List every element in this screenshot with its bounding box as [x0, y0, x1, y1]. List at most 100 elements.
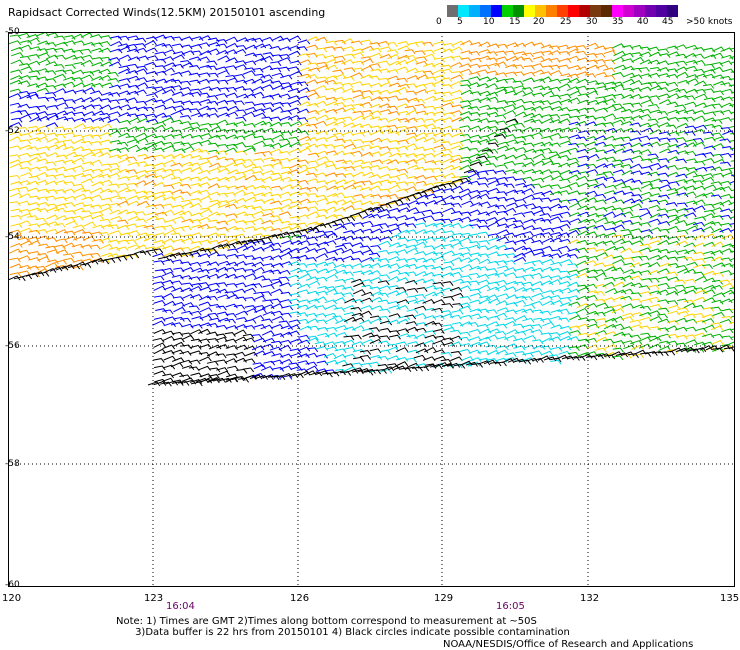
- wind-barb: [540, 275, 553, 281]
- wind-barb: [361, 207, 375, 213]
- wind-barb: [208, 79, 220, 84]
- wind-barb: [531, 324, 543, 329]
- wind-barb: [233, 227, 245, 233]
- wind-barb: [675, 158, 687, 164]
- wind-barb: [110, 48, 123, 54]
- wind-barb: [154, 232, 167, 238]
- wind-barb: [291, 373, 304, 379]
- wind-barb: [488, 328, 501, 334]
- wind-barb: [683, 256, 695, 262]
- wind-barb: [479, 104, 492, 110]
- wind-barb: [469, 272, 481, 278]
- wind-barb: [208, 142, 219, 148]
- wind-barb: [152, 320, 165, 326]
- wind-barb: [522, 194, 536, 200]
- wind-barb: [369, 137, 383, 143]
- wind-barb: [399, 367, 412, 372]
- wind-barb: [641, 277, 653, 283]
- wind-barb: [152, 337, 165, 343]
- wind-barb: [639, 46, 651, 52]
- wind-barb: [225, 377, 238, 383]
- wind-barb: [711, 279, 723, 285]
- wind-barb: [440, 310, 453, 315]
- wind-barb: [640, 183, 654, 189]
- wind-barb: [145, 233, 157, 239]
- wind-barb: [90, 42, 103, 48]
- wind-barb: [244, 145, 256, 151]
- wind-barb: [440, 48, 454, 54]
- wind-barb: [370, 96, 384, 102]
- wind-barb: [281, 305, 294, 311]
- wind-barb: [261, 150, 273, 156]
- wind-barb: [263, 263, 275, 269]
- wind-barb: [379, 194, 392, 200]
- wind-barb: [182, 282, 194, 288]
- wind-barb: [405, 279, 418, 285]
- wind-barb: [170, 110, 184, 116]
- wind-barb: [263, 144, 275, 149]
- wind-barb: [405, 153, 418, 158]
- wind-barb: [244, 213, 255, 219]
- wind-barb: [199, 322, 212, 328]
- wind-barb: [720, 47, 733, 53]
- wind-barb: [99, 139, 112, 145]
- wind-barb: [217, 227, 229, 232]
- wind-barb: [586, 59, 598, 65]
- wind-barb: [577, 226, 589, 232]
- wind-barb: [665, 325, 678, 331]
- wind-barb: [63, 40, 76, 46]
- wind-barb: [451, 128, 463, 134]
- wind-barb: [370, 355, 383, 360]
- wind-barb: [476, 219, 488, 225]
- wind-barb: [710, 166, 723, 172]
- wind-barb: [443, 296, 455, 301]
- wind-barb: [128, 117, 141, 123]
- legend-label: 0: [436, 17, 442, 27]
- wind-barb: [369, 116, 383, 122]
- wind-barb: [261, 278, 273, 284]
- wind-barb: [621, 333, 633, 339]
- wind-barb: [377, 258, 390, 263]
- wind-barb: [611, 355, 624, 361]
- wind-barb: [147, 381, 161, 387]
- wind-barb: [225, 65, 238, 71]
- wind-barb: [368, 327, 380, 332]
- wind-barb: [422, 236, 436, 242]
- wind-barb: [674, 104, 687, 110]
- wind-barb: [468, 147, 480, 153]
- wind-barb: [477, 211, 490, 217]
- wind-barb: [702, 307, 715, 312]
- wind-barb: [181, 218, 194, 224]
- wind-barb: [269, 200, 283, 206]
- wind-barb: [99, 123, 112, 129]
- wind-barb: [146, 118, 159, 124]
- wind-barb: [11, 234, 24, 239]
- wind-barb: [559, 58, 572, 63]
- wind-barb: [333, 102, 346, 107]
- wind-barb: [684, 52, 697, 59]
- wind-barb: [17, 110, 29, 115]
- wind-barb: [530, 272, 543, 278]
- wind-barb: [468, 357, 482, 362]
- wind-speed-color-legend: [436, 5, 689, 17]
- wind-barb: [342, 339, 356, 345]
- wind-barb: [45, 92, 57, 97]
- wind-barb: [152, 253, 166, 258]
- wind-barb: [197, 189, 210, 195]
- wind-barb: [361, 180, 373, 186]
- wind-barb: [631, 240, 644, 246]
- wind-barb: [179, 350, 192, 356]
- wind-barb: [271, 315, 285, 321]
- wind-barb: [495, 56, 508, 62]
- wind-barb: [307, 92, 320, 98]
- wind-barb: [9, 88, 22, 94]
- wind-barb: [450, 351, 462, 356]
- wind-barb: [648, 103, 660, 109]
- wind-barb: [458, 285, 471, 291]
- wind-barb: [663, 350, 676, 356]
- wind-barb: [305, 248, 318, 253]
- wind-barb: [280, 74, 293, 80]
- wind-barb: [595, 72, 608, 77]
- wind-barb: [650, 109, 663, 115]
- wind-barb: [162, 373, 174, 379]
